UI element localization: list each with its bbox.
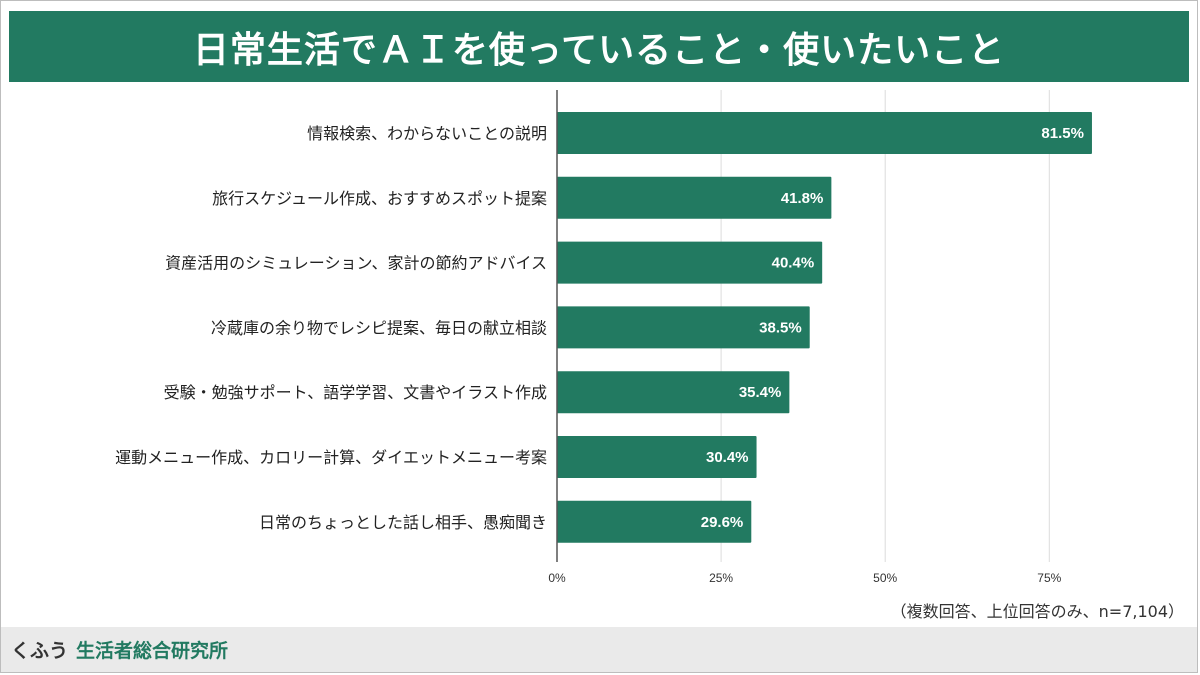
value-label-0: 81.5% <box>1041 125 1084 142</box>
bar-2 <box>557 241 823 284</box>
category-label-4: 受験・勉強サポート、語学学習、文書やイラスト作成 <box>164 383 547 402</box>
x-tick-label-50: 50% <box>873 571 897 585</box>
x-tick-label-25: 25% <box>709 571 733 585</box>
bar-1 <box>557 176 832 219</box>
chart-title: 日常生活でＡＩを使っていること・使いたいこと <box>192 29 1006 71</box>
value-label-6: 29.6% <box>701 514 744 531</box>
title-band: 日常生活でＡＩを使っていること・使いたいこと <box>9 11 1189 82</box>
bar-4 <box>557 371 790 414</box>
category-label-2: 資産活用のシミュレーション、家計の節約アドバイス <box>165 254 547 273</box>
sample-note: （複数回答、上位回答のみ、n=7,104） <box>890 602 1184 621</box>
category-label-3: 冷蔵庫の余り物でレシピ提案、毎日の献立相談 <box>211 318 547 337</box>
bar-6 <box>557 500 752 543</box>
bar-chart: 81.5% 情報検索、わからないことの説明 41.8% 旅行スケジュール作成、おすすめ… <box>115 90 1092 585</box>
footer-brand: くふう 生活者総合研究所 <box>11 636 228 663</box>
x-tick-label-75: 75% <box>1037 571 1061 585</box>
bar-5 <box>557 436 757 478</box>
value-label-3: 38.5% <box>759 319 802 336</box>
brand-prefix: くふう <box>11 640 69 662</box>
category-label-6: 日常のちょっとした話し相手、愚痴聞き <box>259 513 547 532</box>
bar-0 <box>557 112 1092 154</box>
category-label-5: 運動メニュー作成、カロリー計算、ダイエットメニュー考案 <box>115 448 547 467</box>
bar-3 <box>557 306 810 349</box>
brand-name: 生活者総合研究所 <box>76 640 229 662</box>
category-label-0: 情報検索、わからないことの説明 <box>307 124 547 143</box>
category-label-1: 旅行スケジュール作成、おすすめスポット提案 <box>212 189 547 208</box>
value-label-1: 41.8% <box>781 190 824 207</box>
x-tick-label-0: 0% <box>548 571 566 585</box>
footer-bar: くふう 生活者総合研究所 <box>1 627 1197 672</box>
value-label-4: 35.4% <box>739 384 782 401</box>
value-label-5: 30.4% <box>706 449 749 466</box>
value-label-2: 40.4% <box>772 255 815 272</box>
